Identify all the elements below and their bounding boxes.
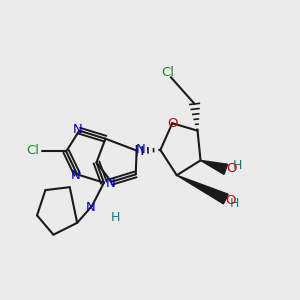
Polygon shape <box>177 175 228 204</box>
Text: N: N <box>73 123 82 136</box>
Text: O: O <box>226 162 237 175</box>
Text: N: N <box>86 201 95 214</box>
Text: Cl: Cl <box>26 144 39 158</box>
Text: O: O <box>225 194 236 207</box>
Text: H: H <box>111 211 121 224</box>
Text: N: N <box>106 177 116 190</box>
Text: H: H <box>230 197 239 210</box>
Polygon shape <box>200 160 228 174</box>
Text: Cl: Cl <box>161 66 174 79</box>
Text: N: N <box>135 142 145 156</box>
Text: O: O <box>167 117 178 130</box>
Text: N: N <box>71 169 81 182</box>
Text: H: H <box>232 159 242 172</box>
